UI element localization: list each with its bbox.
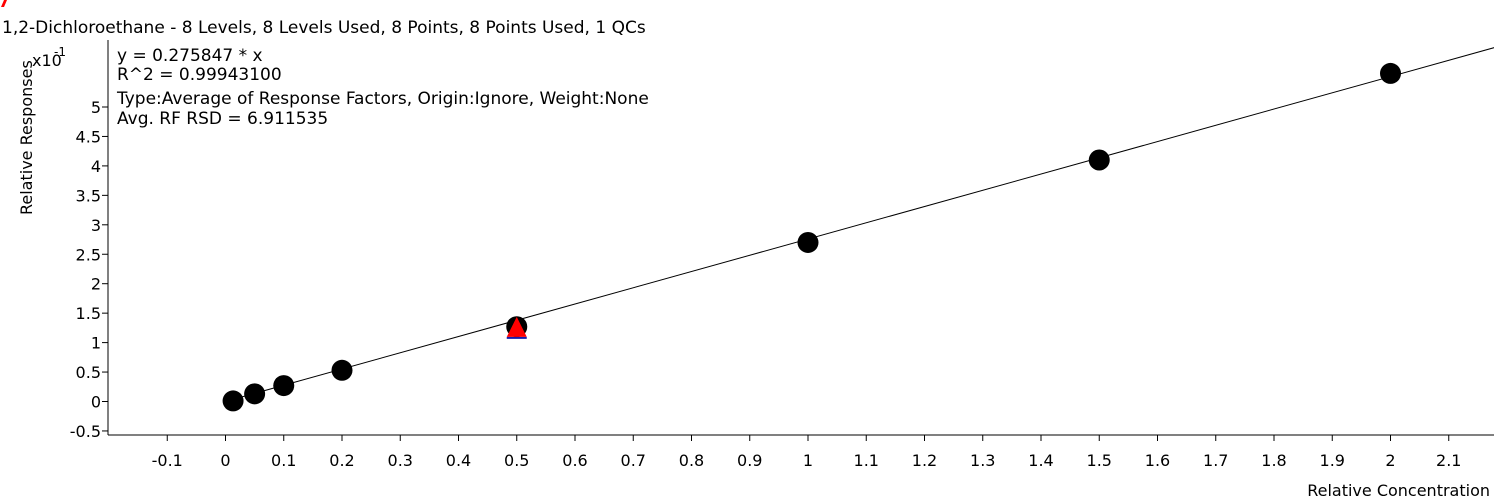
- fit-line-group: [225, 47, 1494, 402]
- x-tick-label: 0.5: [504, 451, 529, 470]
- x-tick-label: 1.6: [1145, 451, 1170, 470]
- fit-line: [225, 47, 1494, 402]
- chart-title: 1,2-Dichloroethane - 8 Levels, 8 Levels …: [2, 18, 646, 38]
- x-tick-label: 0.4: [446, 451, 471, 470]
- x-tick-label: 0.3: [388, 451, 413, 470]
- y-multiplier-exponent: -1: [54, 45, 66, 59]
- y-tick-label: 1: [91, 334, 101, 353]
- r-squared-text: R^2 = 0.99943100: [117, 65, 282, 85]
- y-ticks: -0.5 0 0.5 1 1.5 2 2.5 3 3.5 4 4.5 5: [70, 98, 108, 441]
- axes: [107, 40, 1494, 436]
- calibration-point: [331, 359, 353, 381]
- y-tick-label: 2.5: [76, 245, 101, 264]
- y-axis-title: Relative Responses: [17, 60, 36, 215]
- x-tick-label: 0.9: [737, 451, 762, 470]
- y-tick-label: 1.5: [76, 304, 101, 323]
- x-tick-label: 1.7: [1203, 451, 1228, 470]
- x-tick-label: 2.1: [1436, 451, 1461, 470]
- data-points: [222, 62, 1401, 412]
- calibration-point: [222, 390, 244, 412]
- x-tick-label: 0.7: [621, 451, 646, 470]
- y-tick-label: 4: [91, 157, 101, 176]
- calibration-point: [244, 383, 266, 405]
- x-tick-label: 0: [220, 451, 230, 470]
- y-tick-label: -0.5: [70, 422, 101, 441]
- x-tick-label: 0.2: [329, 451, 354, 470]
- y-tick-label: 3.5: [76, 186, 101, 205]
- x-tick-label: 1.2: [912, 451, 937, 470]
- x-tick-label: 0.8: [679, 451, 704, 470]
- fit-annotations: y = 0.275847 * x R^2 = 0.99943100 Type:A…: [116, 46, 649, 129]
- x-tick-label: 1.1: [854, 451, 879, 470]
- calibration-point: [273, 375, 295, 397]
- x-tick-label: 1.5: [1087, 451, 1112, 470]
- y-tick-label: 5: [91, 98, 101, 117]
- x-tick-label: 0.1: [271, 451, 296, 470]
- y-tick-label: 3: [91, 216, 101, 235]
- fit-type-text: Type:Average of Response Factors, Origin…: [116, 89, 649, 109]
- x-tick-label: -0.1: [152, 451, 183, 470]
- y-multiplier-base: x10: [32, 51, 62, 70]
- x-tick-label: 0.6: [562, 451, 587, 470]
- corner-mark: [1, 0, 7, 7]
- x-axis-title: Relative Concentration: [1307, 481, 1490, 500]
- y-multiplier: x10 -1: [32, 45, 66, 70]
- x-tick-label: 1.4: [1028, 451, 1053, 470]
- y-tick-label: 2: [91, 275, 101, 294]
- y-tick-label: 0: [91, 393, 101, 412]
- y-tick-label: 4.5: [76, 127, 101, 146]
- x-tick-label: 2: [1385, 451, 1395, 470]
- calibration-point: [1088, 149, 1110, 171]
- x-tick-label: 1.9: [1320, 451, 1345, 470]
- calibration-point: [797, 231, 819, 253]
- equation-text: y = 0.275847 * x: [117, 46, 263, 66]
- x-tick-label: 1.3: [970, 451, 995, 470]
- x-tick-label: 1: [803, 451, 813, 470]
- calibration-point: [1380, 62, 1401, 84]
- qc-point: [506, 316, 527, 337]
- x-tick-label: 1.8: [1261, 451, 1286, 470]
- x-ticks: -0.1 0 0.1 0.2 0.3 0.4 0.5 0.6 0.7 0.8 0.9 1 1.1 1.2 1…: [152, 435, 1461, 470]
- y-tick-label: 0.5: [76, 363, 101, 382]
- rsd-text: Avg. RF RSD = 6.911535: [117, 109, 328, 129]
